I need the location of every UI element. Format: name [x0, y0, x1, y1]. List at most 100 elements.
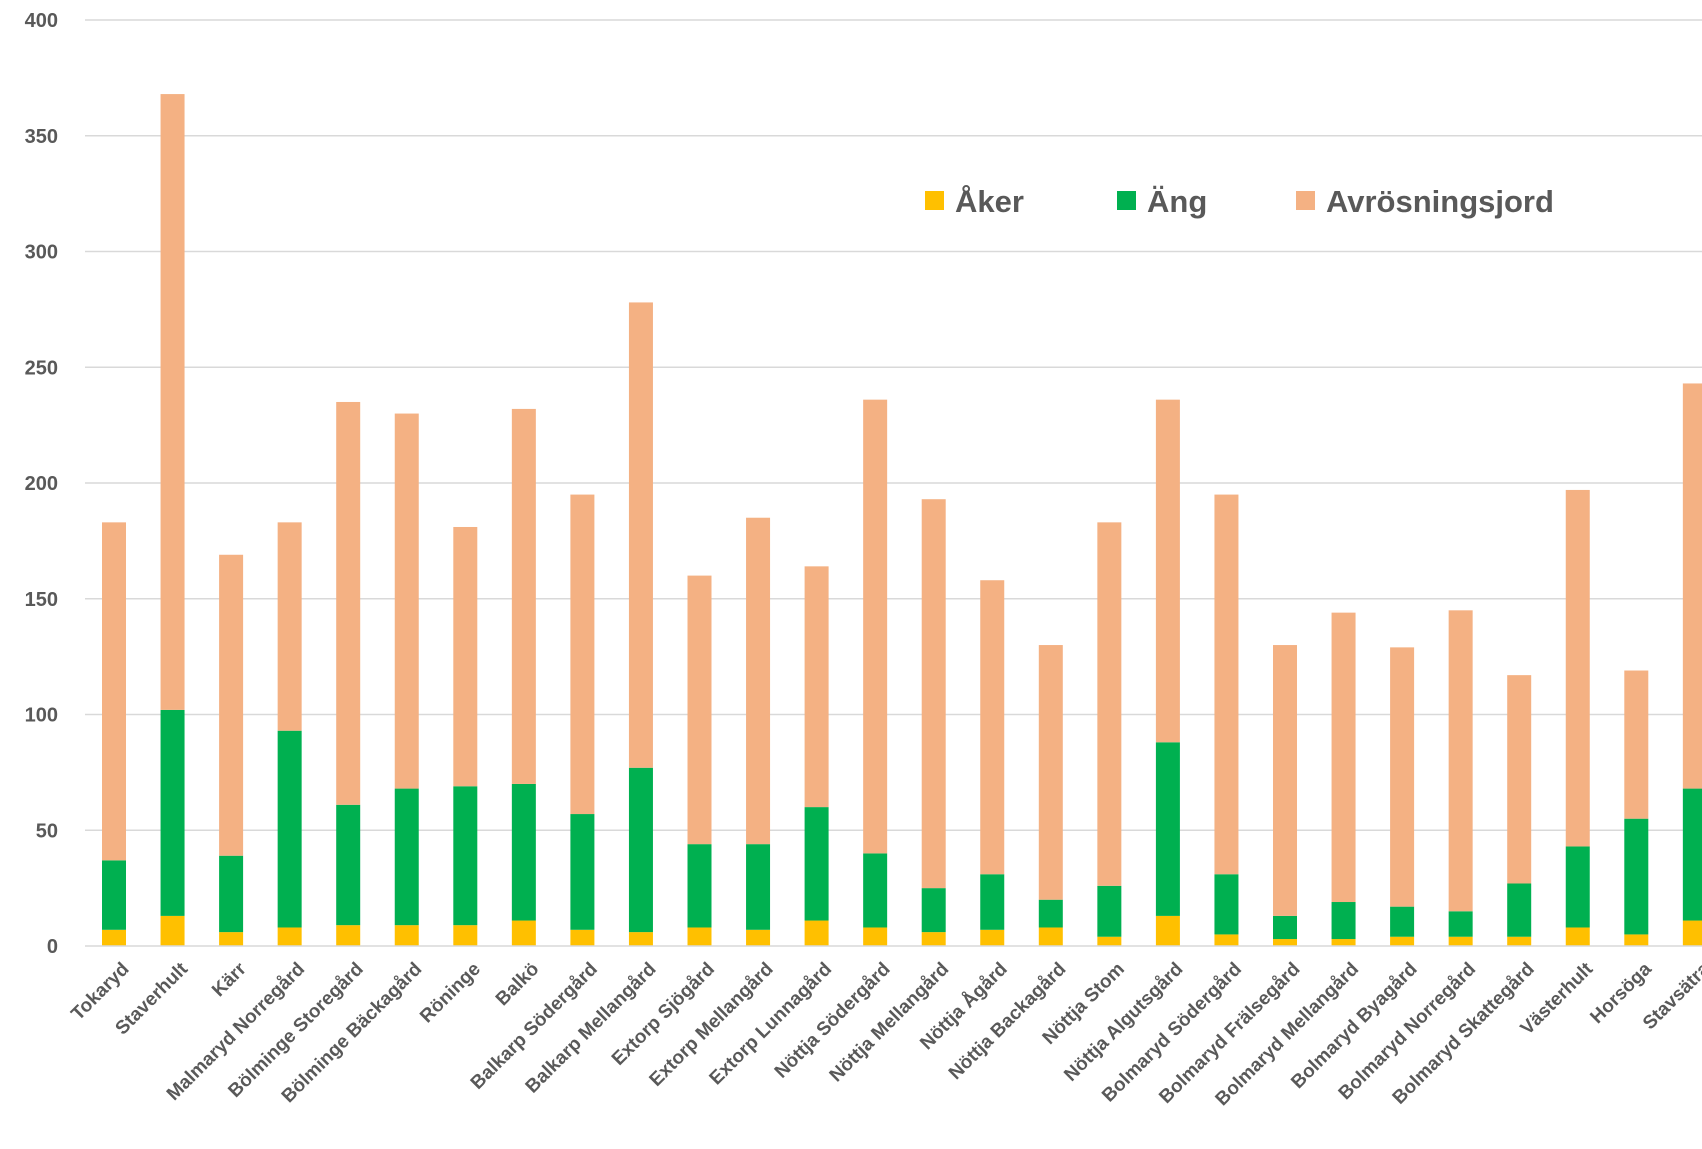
bar-aker-balkarp-mellangard [628, 932, 653, 946]
bar-aker-karr [219, 932, 244, 946]
bar-ang-roninge [453, 786, 478, 926]
bar-avrosningsjord-bolmaryd-byagard [1390, 647, 1415, 907]
bar-avrosningsjord-vasterhult [1565, 489, 1590, 847]
bar-group-balkarp-sodergard [570, 494, 595, 946]
bar-group-horsoga [1624, 670, 1649, 946]
bar-avrosningsjord-extorp-mellangard [746, 517, 771, 845]
bar-ang-nottja-sodergard [863, 853, 888, 928]
bar-group-bolmaryd-norregard [1448, 610, 1473, 946]
bar-aker-bolmaryd-skattegard [1507, 936, 1532, 946]
bar-group-extorp-sjogard [687, 575, 712, 946]
bar-avrosningsjord-bolminge-backagard [394, 413, 419, 789]
legend-item-aker: Åker [925, 184, 1024, 219]
bars [102, 94, 1702, 946]
bar-aker-extorp-mellangard [746, 929, 771, 946]
y-tick-label: 300 [25, 242, 58, 264]
legend-label: Åker [955, 184, 1024, 219]
bar-group-malmaryd-norregard [277, 522, 302, 946]
y-tick-label: 50 [36, 820, 58, 842]
bar-ang-bolmaryd-sodergard [1214, 874, 1239, 935]
bar-avrosningsjord-extorp-sjogard [687, 575, 712, 845]
bar-avrosningsjord-bolmaryd-mellangard [1331, 612, 1356, 903]
bar-ang-extorp-mellangard [746, 844, 771, 930]
bar-ang-karr [219, 855, 244, 933]
bar-ang-balkarp-sodergard [570, 814, 595, 930]
bar-ang-balko [511, 783, 536, 921]
bar-avrosningsjord-karr [219, 554, 244, 856]
x-tick-label: Röninge [416, 959, 485, 1028]
legend-swatch [1117, 191, 1136, 210]
bar-avrosningsjord-nottja-sodergard [863, 399, 888, 854]
legend: Åker Äng Avrösningsjord [925, 184, 1554, 219]
bar-avrosningsjord-bolminge-storegard [336, 401, 361, 805]
y-tick-label: 200 [25, 473, 58, 495]
legend-label: Äng [1147, 184, 1207, 219]
bar-group-extorp-mellangard [746, 517, 771, 946]
bar-avrosningsjord-balkarp-mellangard [628, 302, 653, 768]
bar-aker-nottja-algutsgard [1155, 915, 1180, 946]
bar-ang-bolmaryd-mellangard [1331, 902, 1356, 940]
bar-aker-extorp-sjogard [687, 927, 712, 946]
bar-avrosningsjord-bolmaryd-skattegard [1507, 675, 1532, 884]
bar-ang-stavsatra [1682, 788, 1702, 921]
bar-aker-nottja-stom [1097, 936, 1122, 946]
bar-group-tokaryd [102, 522, 126, 946]
bar-avrosningsjord-bolmaryd-norregard [1448, 610, 1473, 912]
bar-aker-malmaryd-norregard [277, 927, 302, 946]
bar-aker-balko [511, 920, 536, 946]
bar-group-staverhult [160, 94, 185, 946]
bar-avrosningsjord-nottja-algutsgard [1155, 399, 1180, 743]
bar-avrosningsjord-nottja-agard [980, 580, 1005, 875]
bar-avrosningsjord-horsoga [1624, 670, 1649, 819]
bar-ang-nottja-mellangard [921, 888, 946, 933]
bar-ang-vasterhult [1565, 846, 1590, 928]
bar-ang-bolmaryd-skattegard [1507, 883, 1532, 937]
y-tick-label: 100 [25, 705, 58, 727]
bar-aker-bolmaryd-sodergard [1214, 934, 1239, 946]
x-tick-label: Kärr [208, 958, 251, 1001]
bar-aker-extorp-lunnagard [804, 920, 829, 946]
legend-swatch [925, 191, 944, 210]
bar-ang-bolmaryd-byagard [1390, 906, 1415, 937]
bar-aker-horsoga [1624, 934, 1649, 946]
bar-group-balko [511, 408, 536, 946]
bar-ang-nottja-backagard [1038, 899, 1063, 928]
bar-avrosningsjord-tokaryd [102, 522, 126, 861]
bar-aker-bolmaryd-norregard [1448, 936, 1473, 946]
x-tick-label: Balkö [492, 959, 543, 1010]
bar-group-nottja-backagard [1038, 645, 1063, 946]
bar-avrosningsjord-nottja-backagard [1038, 645, 1063, 900]
bar-group-bolmaryd-sodergard [1214, 494, 1239, 946]
bar-ang-bolminge-backagard [394, 788, 419, 926]
bar-group-bolmaryd-fralsegard [1273, 645, 1297, 946]
bar-avrosningsjord-nottja-mellangard [921, 499, 946, 889]
bar-avrosningsjord-stavsatra [1682, 383, 1702, 789]
bar-ang-bolminge-storegard [336, 804, 361, 926]
legend-label: Avrösningsjord [1326, 184, 1554, 219]
y-tick-label: 0 [47, 936, 58, 958]
bar-avrosningsjord-nottja-stom [1097, 522, 1122, 886]
bar-aker-nottja-backagard [1038, 927, 1063, 946]
x-tick-label: Extorp Sjögård [608, 959, 719, 1070]
bar-aker-tokaryd [102, 929, 126, 946]
bar-avrosningsjord-bolmaryd-sodergard [1214, 494, 1239, 875]
bar-group-extorp-lunnagard [804, 566, 829, 946]
legend-swatch [1296, 191, 1315, 210]
y-tick-label: 350 [25, 126, 58, 148]
legend-item-ang: Äng [1117, 184, 1207, 219]
bar-avrosningsjord-staverhult [160, 94, 185, 710]
bar-group-nottja-stom [1097, 522, 1122, 946]
y-axis: 0 50 100 150 200 250 300 350 400 [25, 10, 58, 958]
bar-group-bolmaryd-skattegard [1507, 675, 1532, 946]
bar-group-nottja-mellangard [921, 499, 946, 946]
bar-avrosningsjord-balkarp-sodergard [570, 494, 595, 815]
bar-aker-bolmaryd-fralsegard [1273, 939, 1297, 946]
bar-group-bolminge-backagard [394, 413, 419, 946]
bar-ang-nottja-stom [1097, 885, 1122, 937]
bar-aker-bolmaryd-byagard [1390, 936, 1415, 946]
y-tick-label: 250 [25, 357, 58, 379]
bar-group-stavsatra [1682, 383, 1702, 946]
bar-ang-malmaryd-norregard [277, 730, 302, 928]
bar-group-bolminge-storegard [336, 401, 361, 946]
